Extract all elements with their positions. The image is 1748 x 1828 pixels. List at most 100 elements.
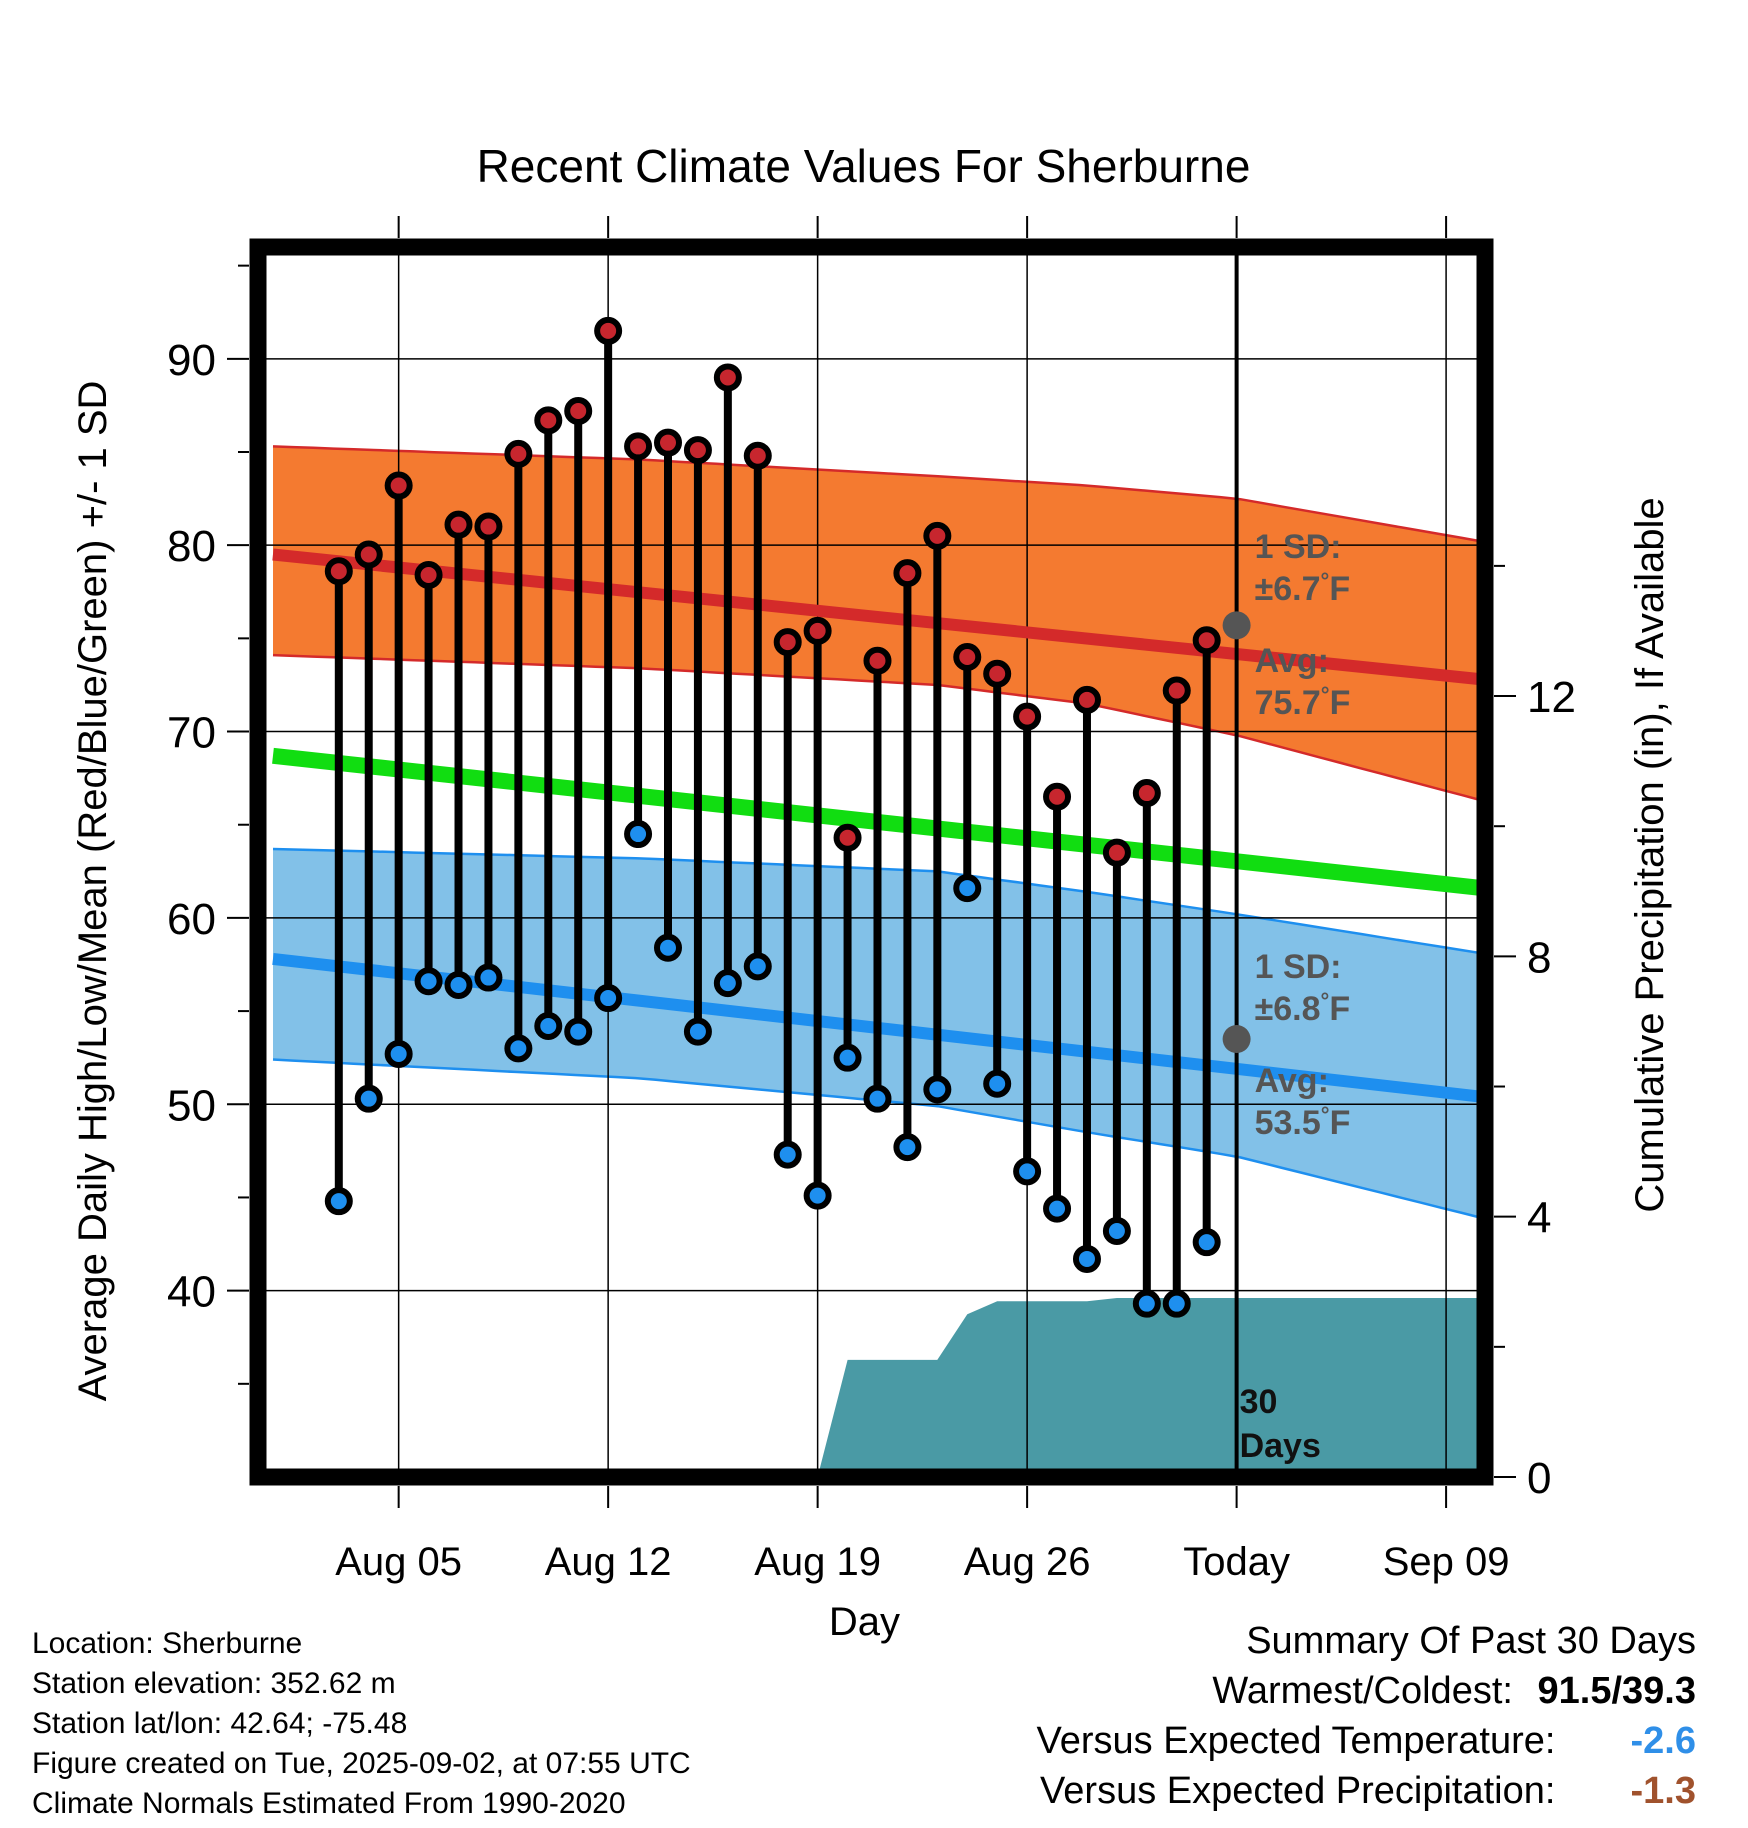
- temp-value: -2.6: [1630, 1720, 1696, 1762]
- x-tick-label: Aug 19: [754, 1540, 881, 1584]
- summary-temp: Versus Expected Temperature: -2.6: [1037, 1720, 1696, 1763]
- high-point: [833, 823, 862, 852]
- low-point: [803, 1181, 832, 1210]
- low-point: [893, 1133, 922, 1162]
- high-point: [653, 428, 682, 457]
- high-point: [1192, 626, 1221, 655]
- warm-cold-label: Warmest/Coldest:: [1212, 1670, 1513, 1712]
- y-tick-label: 50: [167, 1081, 216, 1130]
- low-point: [863, 1084, 892, 1113]
- y-tick-label: 80: [167, 522, 216, 571]
- y-tick-label: 90: [167, 336, 216, 385]
- daily-range-bars: [334, 330, 1211, 1304]
- low-point: [594, 984, 623, 1013]
- info-normals: Climate Normals Estimated From 1990-2020: [32, 1787, 626, 1820]
- high-avg-marker: [1222, 611, 1251, 640]
- info-location: Location: Sherburne: [32, 1627, 303, 1660]
- high-point: [773, 628, 802, 657]
- y2-tick-label: 0: [1527, 1454, 1551, 1503]
- low-point: [653, 933, 682, 962]
- high-point: [354, 540, 383, 569]
- low-point: [324, 1187, 353, 1216]
- low-point: [504, 1034, 533, 1063]
- low-point: [743, 952, 772, 981]
- y2-tick-label: 8: [1527, 933, 1551, 982]
- low-point: [923, 1075, 952, 1104]
- high-point: [414, 561, 443, 589]
- low-point: [474, 963, 503, 992]
- high-point: [534, 406, 563, 435]
- low-sd-annotation-line2: ±6.8°F: [1255, 988, 1351, 1029]
- low-point: [1072, 1244, 1101, 1273]
- high-sd-annotation-line1: 1 SD:: [1255, 528, 1342, 566]
- chart-title: Recent Climate Values For Sherburne: [477, 140, 1251, 192]
- low-point: [1192, 1228, 1221, 1257]
- high-point: [504, 439, 533, 468]
- low-point: [384, 1039, 413, 1068]
- daily-points: [324, 316, 1221, 1318]
- high-avg-annotation-line1: Avg:: [1255, 642, 1329, 680]
- info-latlon: Station lat/lon: 42.64; -75.48: [32, 1707, 408, 1740]
- low-point: [1102, 1217, 1131, 1245]
- high-point: [1102, 838, 1131, 867]
- high-point: [923, 521, 952, 550]
- low-point: [713, 969, 742, 998]
- low-point: [1043, 1194, 1072, 1223]
- low-point: [564, 1017, 593, 1046]
- low-point: [773, 1140, 802, 1169]
- high-point: [863, 646, 892, 675]
- low-point: [1013, 1157, 1042, 1186]
- high-point: [384, 471, 413, 500]
- high-point: [803, 616, 832, 645]
- temp-label: Versus Expected Temperature:: [1036, 1720, 1556, 1762]
- high-point: [444, 510, 473, 539]
- axes: [227, 216, 1516, 1508]
- low-avg-annotation-line1: Avg:: [1255, 1062, 1329, 1100]
- low-point: [354, 1084, 383, 1113]
- info-elevation: Station elevation: 352.62 m: [32, 1667, 396, 1700]
- high-point: [713, 363, 742, 392]
- x-axis-label: Day: [829, 1600, 900, 1644]
- low-avg-marker: [1222, 1025, 1251, 1054]
- x-tick-label: Sep 09: [1383, 1540, 1510, 1584]
- summary-title: Summary Of Past 30 Days: [1246, 1620, 1696, 1662]
- low-point: [983, 1069, 1012, 1098]
- precip-label: Versus Expected Precipitation:: [1040, 1770, 1556, 1812]
- y-tick-label: 70: [167, 709, 216, 758]
- high-point: [743, 441, 772, 470]
- high-point: [324, 557, 353, 586]
- high-point: [474, 512, 503, 541]
- precip-value: -1.3: [1630, 1770, 1696, 1812]
- high-point: [1072, 685, 1101, 714]
- warm-cold-value: 91.5/39.3: [1537, 1670, 1696, 1712]
- x-tick-label: Today: [1183, 1540, 1290, 1584]
- high-point: [1162, 676, 1191, 705]
- low-point: [414, 967, 443, 996]
- high-point: [983, 659, 1012, 688]
- low-point: [833, 1043, 862, 1072]
- low-point: [534, 1012, 563, 1040]
- high-point: [953, 643, 982, 671]
- high-normal-line: [272, 548, 1483, 686]
- low-point: [683, 1017, 712, 1046]
- low-point: [953, 874, 982, 903]
- y2-tick-label: 12: [1527, 673, 1576, 722]
- precipitation-area: [817, 1298, 1482, 1477]
- high-point: [624, 432, 653, 461]
- high-point: [1043, 782, 1072, 811]
- low-point: [1132, 1289, 1161, 1318]
- x-tick-label: Aug 12: [545, 1540, 672, 1584]
- high-avg-annotation-line2: 75.7°F: [1255, 682, 1351, 723]
- high-point: [594, 316, 623, 345]
- y-tick-label: 40: [167, 1268, 216, 1317]
- y2-axis-label: Cumulative Precipitation (in), If Availa…: [1628, 497, 1672, 1212]
- low-avg-annotation-line2: 53.5°F: [1255, 1102, 1351, 1143]
- high-sd-annotation-line2: ±6.7°F: [1255, 568, 1351, 609]
- window-label-number: 30: [1240, 1383, 1278, 1421]
- plot-frame: [249, 238, 1494, 1486]
- high-point: [564, 397, 593, 425]
- high-point: [1013, 702, 1042, 731]
- y2-tick-label: 4: [1527, 1194, 1551, 1243]
